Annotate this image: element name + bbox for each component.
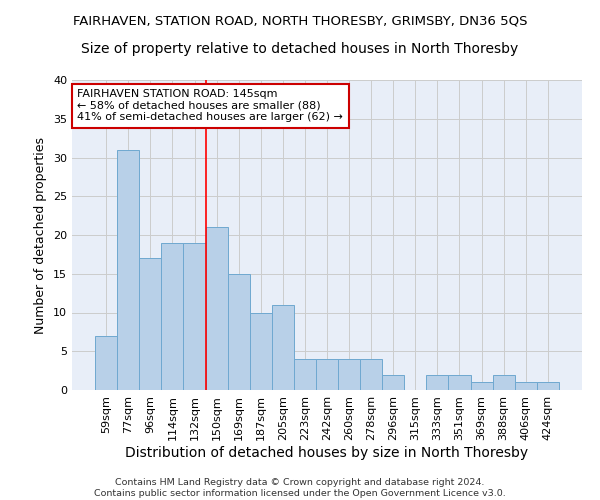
Bar [117, 150, 139, 390]
Bar [294, 359, 316, 390]
Bar [272, 304, 294, 390]
Bar [227, 274, 250, 390]
Bar [515, 382, 537, 390]
Y-axis label: Number of detached properties: Number of detached properties [34, 136, 47, 334]
Text: FAIRHAVEN, STATION ROAD, NORTH THORESBY, GRIMSBY, DN36 5QS: FAIRHAVEN, STATION ROAD, NORTH THORESBY,… [73, 15, 527, 28]
Bar [250, 312, 272, 390]
X-axis label: Distribution of detached houses by size in North Thoresby: Distribution of detached houses by size … [125, 446, 529, 460]
Bar [537, 382, 559, 390]
Bar [493, 374, 515, 390]
Text: Contains HM Land Registry data © Crown copyright and database right 2024.
Contai: Contains HM Land Registry data © Crown c… [94, 478, 506, 498]
Bar [316, 359, 338, 390]
Bar [139, 258, 161, 390]
Bar [95, 336, 117, 390]
Bar [206, 227, 227, 390]
Bar [470, 382, 493, 390]
Bar [448, 374, 470, 390]
Bar [184, 243, 206, 390]
Bar [427, 374, 448, 390]
Bar [382, 374, 404, 390]
Text: Size of property relative to detached houses in North Thoresby: Size of property relative to detached ho… [82, 42, 518, 56]
Bar [338, 359, 360, 390]
Text: FAIRHAVEN STATION ROAD: 145sqm
← 58% of detached houses are smaller (88)
41% of : FAIRHAVEN STATION ROAD: 145sqm ← 58% of … [77, 90, 343, 122]
Bar [360, 359, 382, 390]
Bar [161, 243, 184, 390]
